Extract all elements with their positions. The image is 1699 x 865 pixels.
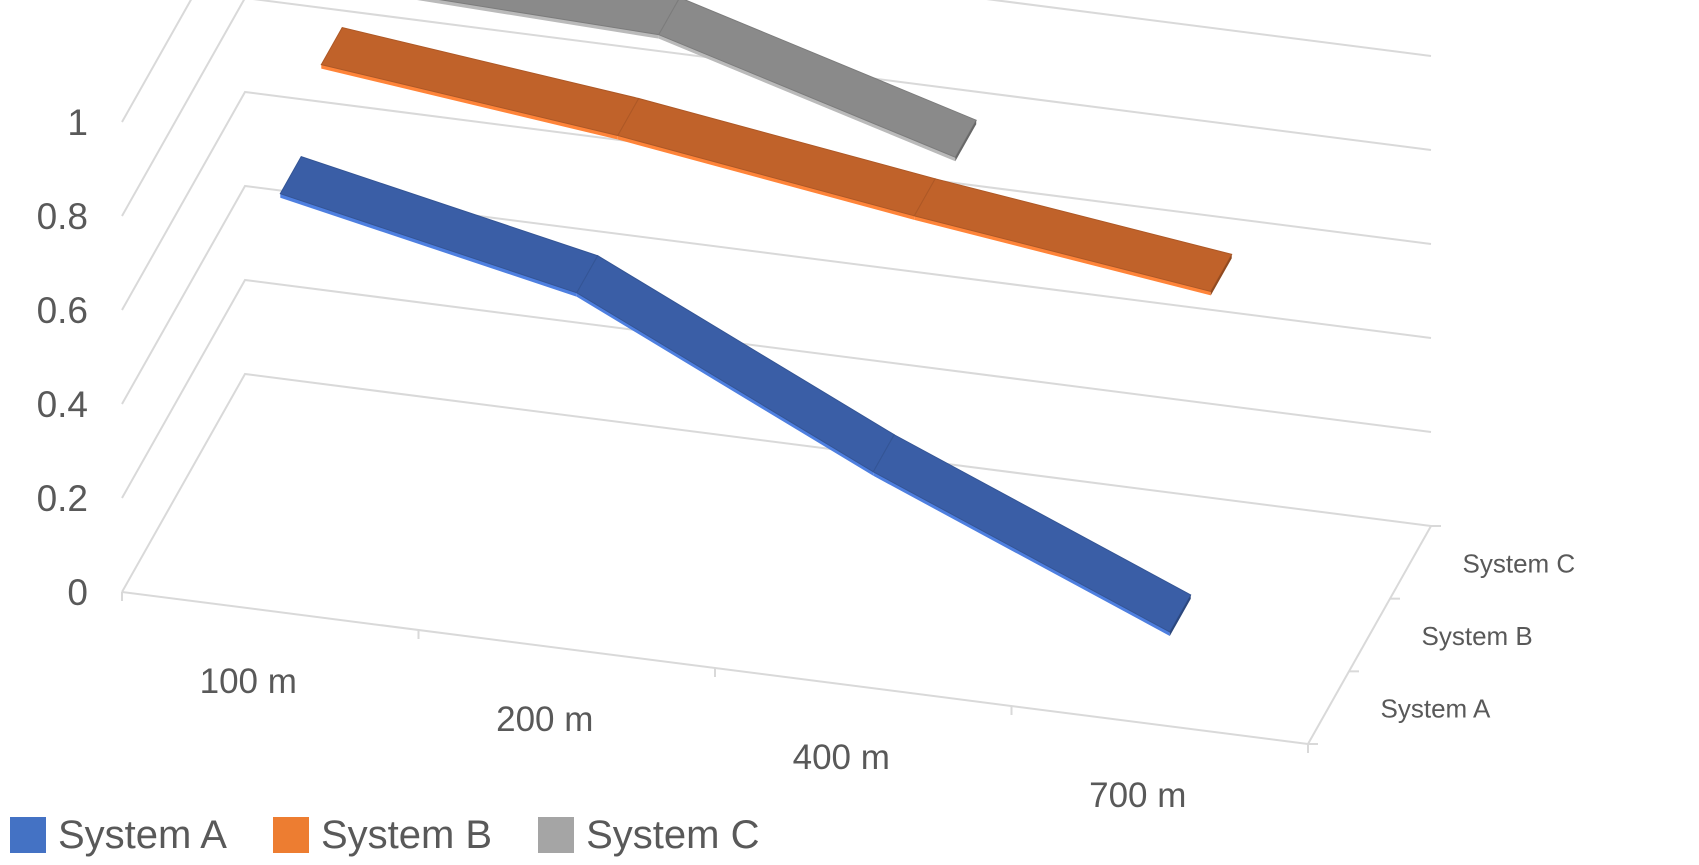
y-gridline [121,90,1432,311]
x-tick-label: 200 m [496,700,593,739]
chart-axes [121,525,1441,753]
ribbon-edge [658,34,956,162]
y-gridline [121,0,1432,123]
legend-item-system-a: System A [10,813,227,858]
series-system-a [279,156,1192,636]
chart-legend: System A System B System C [0,805,759,865]
legend-item-system-b: System B [272,812,493,858]
depth-tick-label: System C [1463,548,1576,578]
y-tick-label: 0.8 [37,196,88,237]
legend-swatch-system-b [272,817,309,853]
ribbon-edge [873,471,1170,636]
legend-item-system-c: System C [538,813,759,858]
ribbon-edge [914,215,1211,296]
ribbon-segment [913,178,1233,293]
ribbon-segment [576,255,895,473]
x-tick-label: 700 m [1089,776,1186,815]
y-gridline [121,278,1432,499]
y-tick-label: 0.6 [37,290,88,331]
legend-swatch-system-a [10,817,46,853]
ribbon-segment [872,434,1192,633]
ribbon-edge [576,292,874,476]
y-tick-label: 0.4 [37,384,88,425]
ribbon-segment [438,0,679,36]
legend-swatch-system-c [538,817,575,853]
chart-gridlines [121,0,1432,593]
ribbon-segment [320,26,640,137]
legend-label: System C [586,812,760,857]
chart-series [279,0,1233,636]
y-gridline [121,0,1432,217]
y-tick-label: 0.2 [37,478,88,519]
ribbon-end-cap [1210,254,1232,296]
y-gridline [121,184,1432,405]
depth-tick-label: System A [1381,694,1491,724]
x-tick-label: 100 m [200,662,297,701]
depth-tick-label: System B [1422,621,1533,651]
ribbon-edge [617,135,915,220]
ribbon-end-cap [955,120,977,162]
ribbon-end-cap [1169,594,1191,636]
y-tick-label: 0 [67,572,88,613]
series-system-b [320,26,1233,296]
depth-axis-line [1307,525,1432,745]
series-system-c [416,0,977,162]
y-tick-label: 1 [67,102,88,143]
legend-label: System A [58,812,227,857]
ribbon-edge [280,193,577,297]
x-tick-label: 400 m [793,738,890,777]
ribbon-edge [321,64,618,140]
y-gridline [121,372,1432,593]
legend-label: System B [320,812,493,857]
chart-tick-labels: 0 0.2 0.4 0.6 0.8 1 100 m 200 m 400 m 700 m System… [37,102,1576,815]
ribbon-edge [416,0,659,39]
